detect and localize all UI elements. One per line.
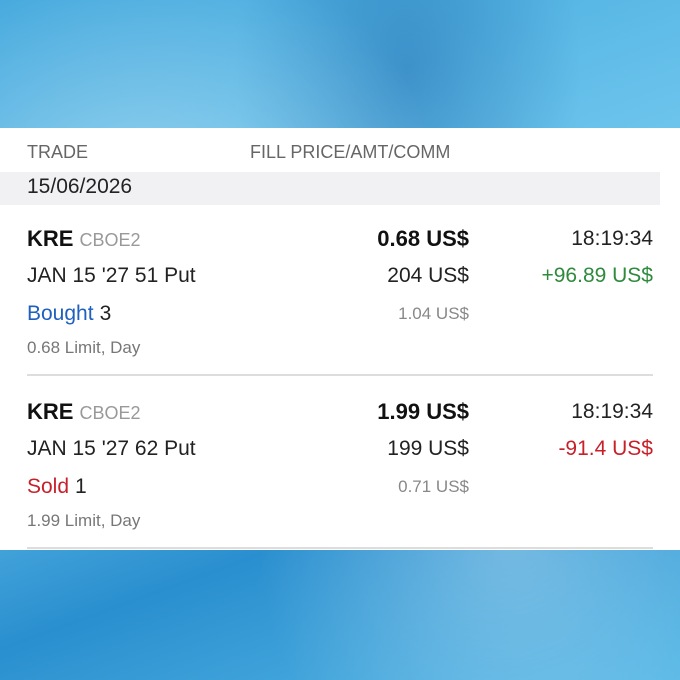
symbol-line: KRE CBOE2 <box>27 226 140 252</box>
divider <box>27 374 653 376</box>
date-bar: 15/06/2026 <box>0 172 660 205</box>
action: Bought <box>27 302 94 325</box>
symbol: KRE <box>27 226 74 251</box>
exchange: CBOE2 <box>79 230 141 250</box>
divider <box>27 547 653 549</box>
commission: 1.04 US$ <box>398 304 469 323</box>
order-type: 0.68 Limit, Day <box>27 338 141 357</box>
contract: JAN 15 '27 51 Put <box>27 264 196 287</box>
pnl: -91.4 US$ <box>558 437 653 460</box>
action-line: Bought 3 <box>27 302 111 326</box>
symbol-line: KRE CBOE2 <box>27 399 140 425</box>
time: 18:19:34 <box>571 400 653 423</box>
trades-panel: TRADE FILL PRICE/AMT/COMM 15/06/2026 KRE… <box>0 128 680 550</box>
contract: JAN 15 '27 62 Put <box>27 437 196 460</box>
column-header: TRADE <box>27 142 89 162</box>
amount: 204 US$ <box>387 264 469 287</box>
action: Sold <box>27 475 70 498</box>
exchange: CBOE2 <box>79 403 141 423</box>
quantity: 1 <box>75 475 87 498</box>
symbol: KRE <box>27 399 74 424</box>
action-line: Sold 1 <box>27 475 87 499</box>
trade-row[interactable]: KRE CBOE2 1.99 US$ 18:19:34 JAN 15 '27 62 Pu… <box>0 399 680 569</box>
date: 15/06/2026 <box>27 175 133 198</box>
time: 18:19:34 <box>571 227 653 250</box>
fill-price: 0.68 US$ <box>377 226 469 251</box>
trade-row[interactable]: KRE CBOE2 0.68 US$ 18:19:34 JAN 15 '27 51 Pu… <box>0 226 680 396</box>
column-header: FILL PRICE/AMT/COMM <box>250 142 451 162</box>
fill-price: 1.99 US$ <box>377 399 469 424</box>
pnl: +96.89 US$ <box>541 264 653 287</box>
order-type: 1.99 Limit, Day <box>27 511 141 530</box>
quantity: 3 <box>99 302 112 325</box>
commission: 0.71 US$ <box>398 477 469 496</box>
amount: 199 US$ <box>387 437 469 460</box>
